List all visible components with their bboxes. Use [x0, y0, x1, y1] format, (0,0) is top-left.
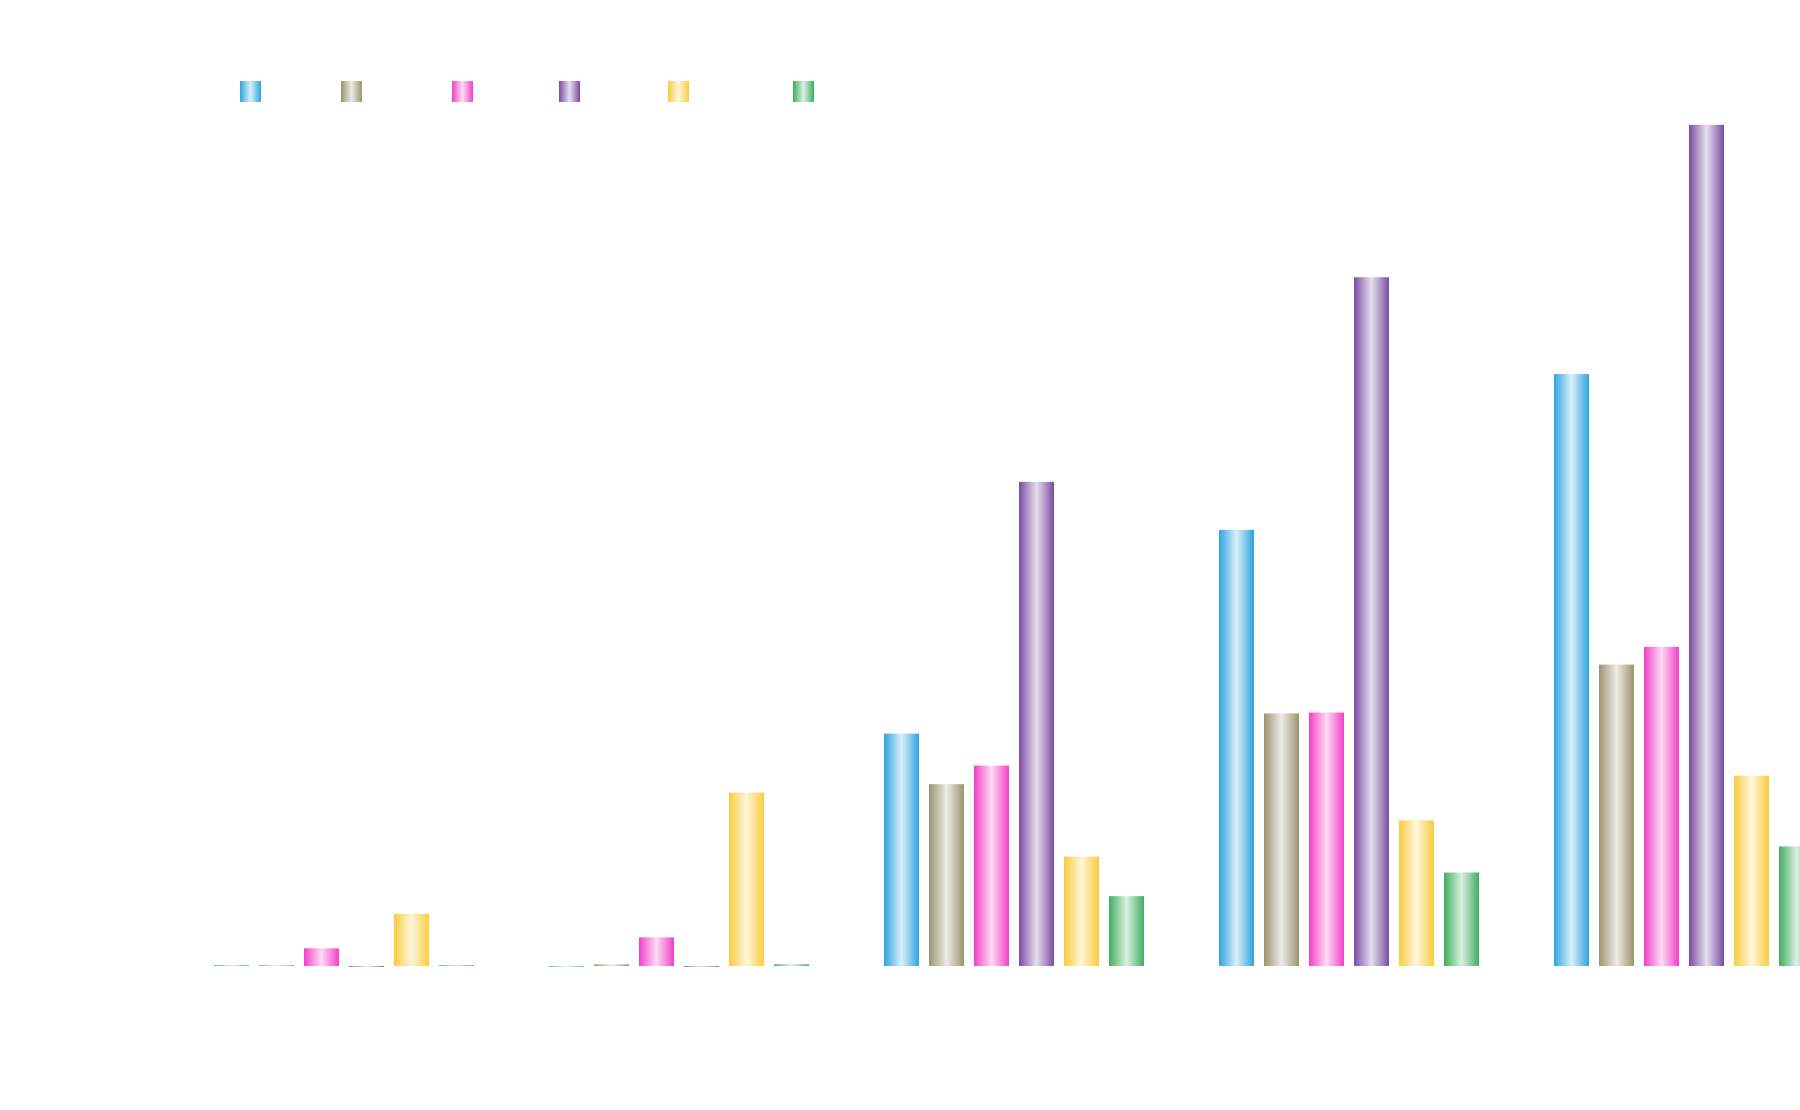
bar-series-2-group-5: [1599, 664, 1634, 966]
bar-series-5-group-4: [1399, 820, 1434, 966]
bar-series-1-group-2: [549, 966, 584, 967]
bar-series-2-group-2: [594, 964, 629, 966]
bar-series-6-group-4: [1444, 872, 1479, 966]
bar-series-4-group-1: [349, 966, 384, 967]
bar-group-1: [214, 913, 474, 967]
bar-group-3: [884, 481, 1144, 966]
bar-series-3-group-3: [974, 765, 1009, 966]
bar-group-5: [1554, 124, 1800, 967]
bar-series-3-group-5: [1644, 646, 1679, 966]
legend-swatch-series-2: [341, 81, 362, 102]
bar-series-2-group-4: [1264, 713, 1299, 966]
legend-swatch-series-1: [240, 81, 261, 102]
bar-series-4-group-5: [1689, 124, 1724, 967]
bar-series-5-group-3: [1064, 856, 1099, 966]
bar-series-4-group-2: [684, 966, 719, 967]
bar-series-6-group-2: [774, 964, 809, 966]
bar-series-3-group-1: [304, 948, 339, 966]
bar-series-3-group-4: [1309, 712, 1344, 966]
bar-series-6-group-5: [1779, 846, 1800, 966]
bar-series-5-group-5: [1734, 775, 1769, 966]
bar-series-4-group-4: [1354, 277, 1389, 966]
bar-series-1-group-3: [884, 733, 919, 966]
bar-series-5-group-1: [394, 913, 429, 966]
plot-area: [214, 124, 1800, 967]
bar-group-2: [549, 792, 809, 967]
bar-series-6-group-3: [1109, 896, 1144, 966]
bar-series-1-group-4: [1219, 529, 1254, 966]
bar-series-1-group-1: [214, 965, 249, 966]
bar-group-4: [1219, 277, 1479, 966]
bar-series-6-group-1: [439, 965, 474, 966]
legend-swatch-series-3: [452, 81, 473, 102]
legend-swatch-series-4: [559, 81, 580, 102]
bar-series-3-group-2: [639, 937, 674, 966]
bar-series-4-group-3: [1019, 481, 1054, 966]
bar-series-2-group-3: [929, 784, 964, 966]
legend: [240, 81, 814, 102]
bar-series-5-group-2: [729, 792, 764, 966]
bar-series-1-group-5: [1554, 374, 1589, 967]
legend-swatch-series-6: [793, 81, 814, 102]
legend-swatch-series-5: [668, 81, 689, 102]
bar-series-2-group-1: [259, 965, 294, 966]
